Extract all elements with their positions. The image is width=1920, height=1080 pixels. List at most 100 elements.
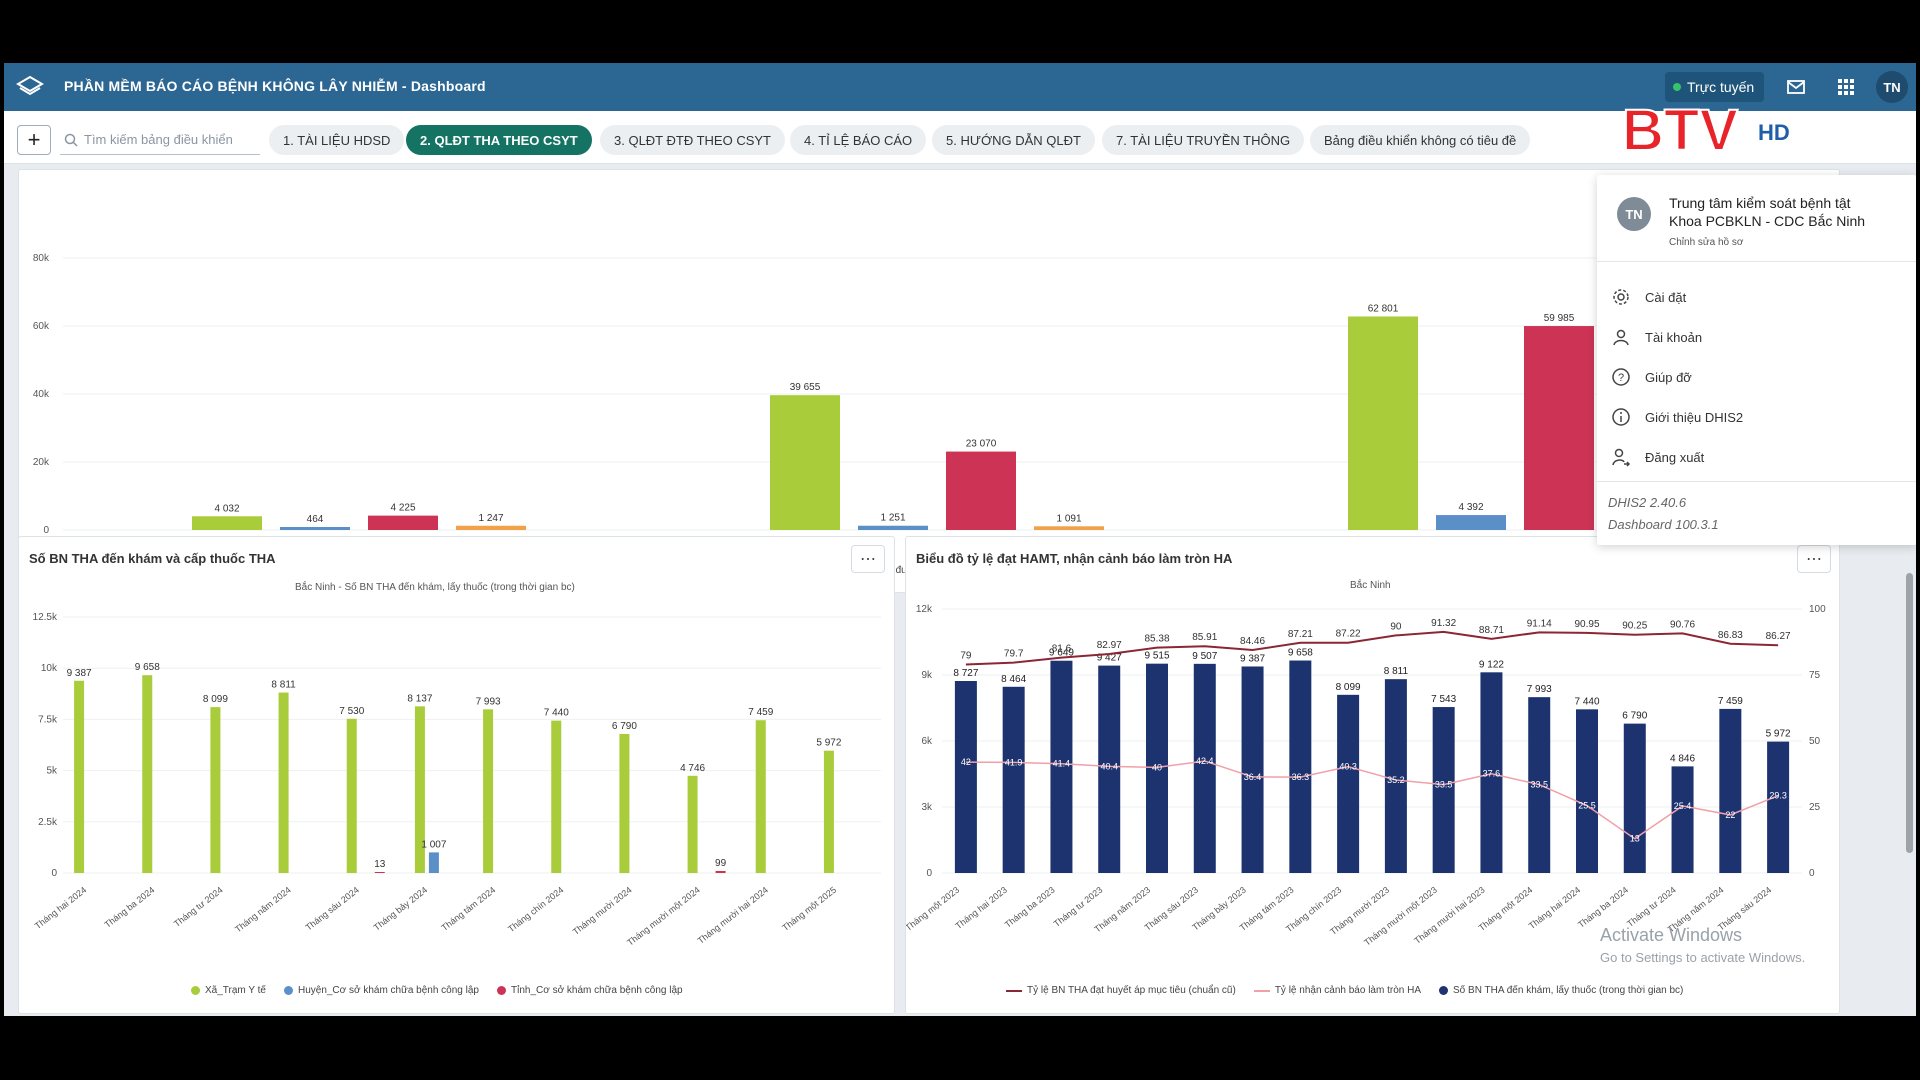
menu-item-settings[interactable]: Cài đặt (1611, 285, 1686, 309)
x-tick-label: Tháng sáu 2024 (304, 885, 361, 933)
bar (1098, 665, 1121, 873)
bar (1432, 707, 1455, 873)
data-label: 7 530 (339, 706, 364, 717)
line-data-label: 79.7 (1004, 649, 1024, 660)
bar (1384, 679, 1407, 873)
y-tick-label: 3k (921, 802, 933, 813)
legend-item[interactable]: Số BN THA đến khám, lấy thuốc (trong thờ… (1439, 985, 1683, 996)
tab-bang-dieu-khien-khong-tieu-de[interactable]: Bảng điều khiển không có tiêu đề (1310, 125, 1531, 155)
y2-tick-label: 50 (1809, 736, 1821, 747)
menu-item-about-dhis2[interactable]: Giới thiệu DHIS2 (1611, 405, 1743, 429)
bar (946, 451, 1016, 530)
bar (1719, 708, 1742, 873)
apps-grid-icon[interactable] (1836, 77, 1856, 97)
line-data-label: 81.6 (1052, 644, 1072, 655)
tab-huong-dan-qldt[interactable]: 5. HƯỚNG DẪN QLĐT (932, 125, 1095, 155)
tha-visits-chart-panel: Số BN THA đến khám và cấp thuốc THA ⋯ Bắ… (18, 536, 895, 1014)
tab-qldt-dtd-theo-csyt[interactable]: 3. QLĐT ĐTĐ THEO CSYT (600, 125, 785, 155)
x-tick-label: Tháng hai 2023 (953, 885, 1008, 931)
chart-subtitle: Bắc Ninh (1350, 580, 1391, 591)
hamt-rate-legend: Tỷ lệ BN THA đạt huyết áp mục tiêu (chuẩ… (1006, 985, 1683, 996)
bar (368, 515, 438, 530)
online-dot-icon (1673, 83, 1681, 91)
menu-item-logout[interactable]: Đăng xuất (1611, 445, 1704, 469)
panel-menu-button[interactable]: ⋯ (851, 545, 885, 573)
line-data-label: 29.3 (1769, 791, 1787, 801)
data-label: 23 070 (966, 439, 997, 450)
data-label: 6 790 (1622, 711, 1647, 722)
line-data-label: 22 (1725, 810, 1735, 820)
search-input[interactable] (84, 132, 254, 147)
menu-item-help[interactable]: ? Giúp đỡ (1611, 365, 1692, 389)
y-tick-label: 7.5k (38, 714, 58, 725)
menu-divider (1597, 261, 1916, 262)
dashboard-tab-bar: + 1. TÀI LIỆU HDSD 2. QLĐT THA THEO CSYT… (4, 111, 1916, 164)
bar (414, 706, 425, 873)
data-label: 9 427 (1097, 653, 1122, 664)
line-data-label: 33.5 (1435, 780, 1453, 790)
legend-swatch (283, 986, 293, 995)
tab-ti-le-bao-cao[interactable]: 4. TỈ LỆ BÁO CÁO (790, 125, 927, 155)
legend-label: Huyện_Cơ sở khám chữa bệnh công lập (297, 985, 479, 996)
y-tick-label: 40k (33, 389, 50, 400)
line-data-label: 42 (961, 757, 971, 767)
legend-item[interactable]: Tỷ lệ BN THA đạt huyết áp mục tiêu (chuẩ… (1006, 985, 1236, 996)
y-tick-label: 80k (33, 253, 50, 264)
line-data-label: 87.22 (1336, 629, 1361, 640)
menu-divider (1597, 481, 1916, 482)
y2-tick-label: 25 (1809, 802, 1821, 813)
data-label: 1 251 (880, 513, 905, 524)
bar (1146, 663, 1168, 873)
x-tick-label: Tháng tám 2024 (440, 885, 498, 933)
x-tick-label: Tháng chín 2024 (506, 885, 565, 934)
legend-item[interactable]: Tỉnh_Cơ sở khám chữa bệnh công lập (497, 985, 683, 996)
y-tick-label: 20k (33, 457, 50, 468)
line-data-label: 85.91 (1192, 632, 1217, 643)
panel-menu-button[interactable]: ⋯ (1797, 545, 1831, 573)
data-label: 8 811 (271, 680, 296, 691)
line-data-label: 40.4 (1100, 761, 1118, 771)
menu-item-account[interactable]: Tài khoản (1611, 325, 1702, 349)
data-label: 8 464 (1001, 674, 1026, 685)
line-data-label: 90.25 (1622, 621, 1647, 632)
legend-label: Số BN THA đến khám, lấy thuốc (trong thờ… (1453, 985, 1684, 996)
tab-qldt-tha-theo-csyt[interactable]: 2. QLĐT THA THEO CSYT (406, 125, 592, 155)
data-label: 9 649 (1049, 648, 1074, 659)
dashboard-search (60, 125, 260, 155)
legend-swatch (1439, 986, 1449, 995)
activate-line1: Activate Windows (1600, 925, 1743, 945)
data-label: 99 (715, 858, 727, 869)
gear-icon (1613, 289, 1629, 305)
tab-tai-lieu-truyen-thong[interactable]: 7. TÀI LIỆU TRUYỀN THÔNG (1102, 125, 1305, 155)
tab-tai-lieu-hdsd[interactable]: 1. TÀI LIỆU HDSD (269, 125, 405, 155)
bar (1193, 663, 1216, 873)
user-avatar[interactable]: TN (1876, 71, 1908, 103)
data-label: 13 (374, 859, 386, 870)
legend-item[interactable]: Huyện_Cơ sở khám chữa bệnh công lập (283, 985, 479, 996)
bar (1337, 694, 1360, 873)
bar (74, 680, 85, 873)
y-tick-label: 60k (33, 321, 50, 332)
line-data-label: 90.76 (1670, 619, 1695, 630)
bar (1576, 709, 1598, 873)
legend-item[interactable]: Tỷ lệ nhận cảnh báo làm tròn HA (1253, 985, 1421, 996)
mail-icon[interactable] (1786, 77, 1806, 97)
data-label: 8 811 (1384, 666, 1409, 677)
header-bar: PHẦN MỀM BÁO CÁO BỆNH KHÔNG LÂY NHIỄM - … (4, 63, 1916, 111)
legend-item[interactable]: Xã_Trạm Y tế (191, 985, 266, 996)
bar (1002, 686, 1025, 873)
line-data-label: 87.21 (1288, 629, 1313, 640)
page-scrollbar[interactable] (1906, 573, 1913, 853)
bar (1524, 326, 1594, 530)
bar (374, 872, 385, 873)
online-status-badge: Trực tuyến (1665, 72, 1765, 102)
line-data-label: 91.32 (1431, 618, 1456, 629)
line-data-label: 40 (1152, 762, 1162, 772)
edit-profile-link[interactable]: Chỉnh sửa hồ sơ (1669, 237, 1744, 248)
dhis2-logo-icon[interactable] (16, 75, 44, 99)
add-dashboard-button[interactable]: + (17, 125, 51, 155)
bar (1348, 316, 1418, 530)
line-data-label: 41.9 (1005, 757, 1023, 767)
data-label: 7 440 (544, 708, 569, 719)
